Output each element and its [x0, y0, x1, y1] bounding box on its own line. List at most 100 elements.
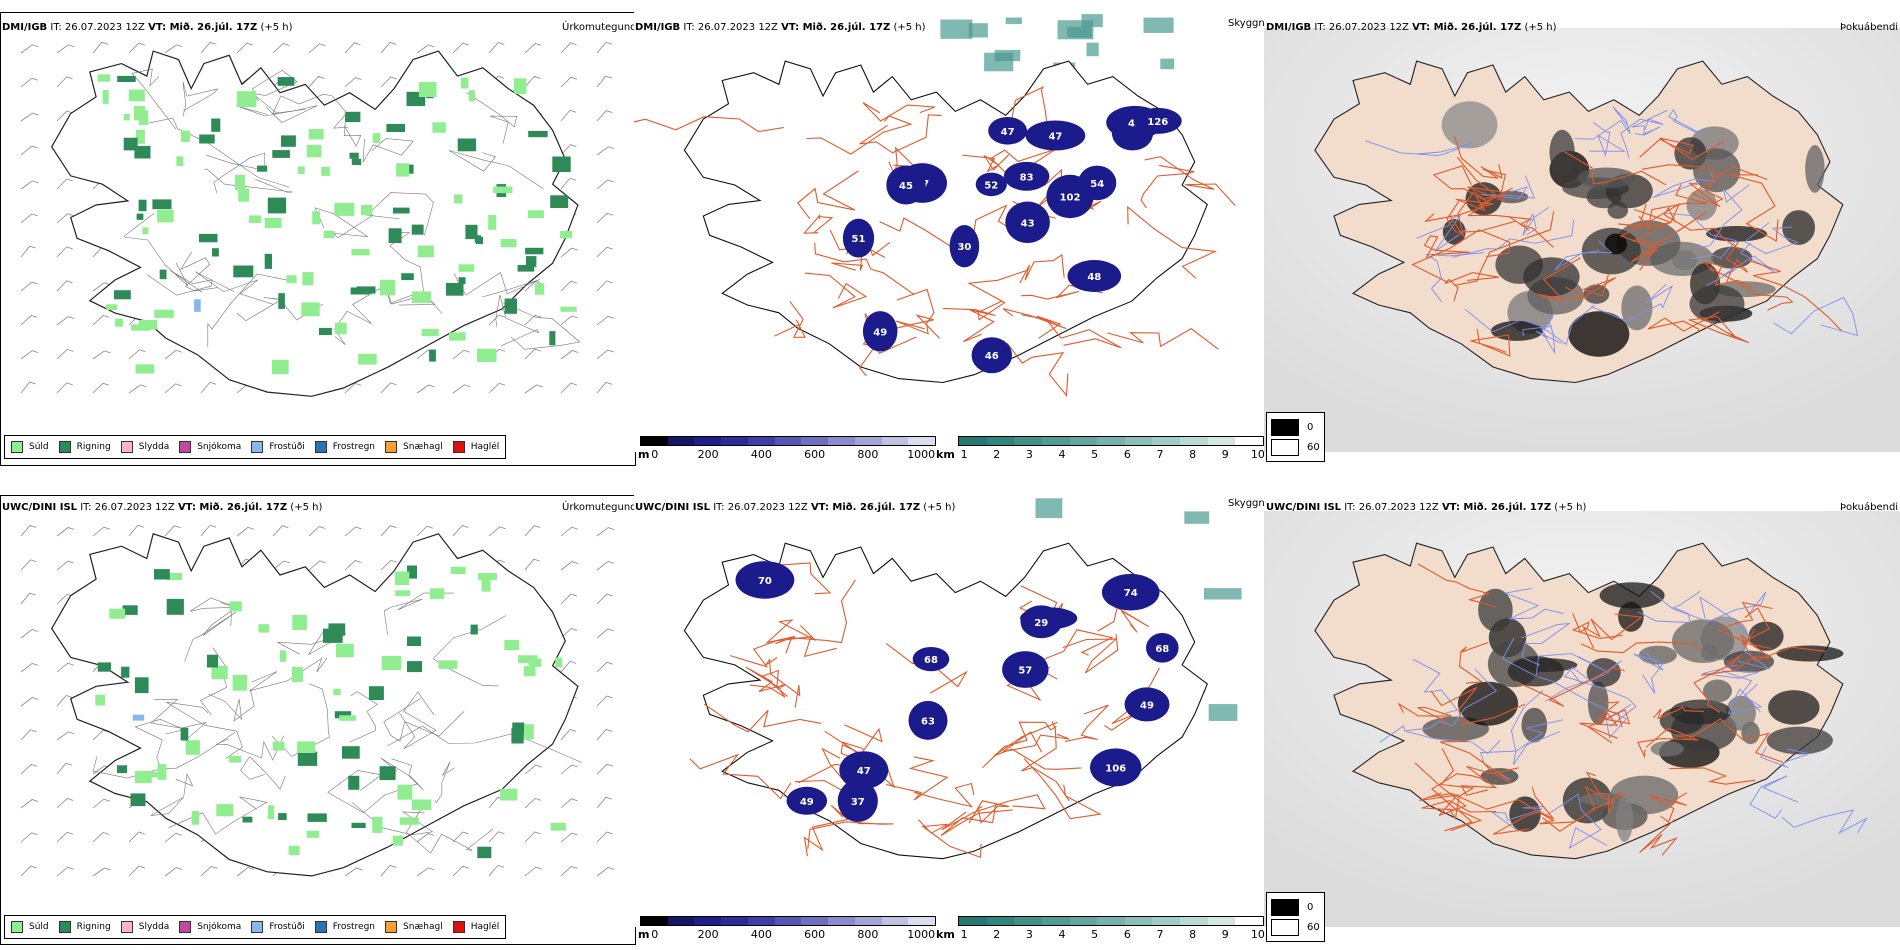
colorbar-cell [641, 917, 668, 925]
precip-cell [500, 788, 518, 801]
terrain-contour [184, 608, 237, 662]
wind-barb [488, 382, 506, 394]
road [1641, 164, 1724, 204]
wind-barb [308, 43, 326, 54]
road [885, 756, 949, 801]
fog-patch [1568, 311, 1630, 357]
colorbar-cell [1207, 917, 1236, 925]
cloud-base-label: 68 [1155, 644, 1169, 655]
valid-time: VT: Mið. 26.júl. 17Z [1412, 22, 1522, 33]
low-cloud-area [1046, 174, 1094, 219]
precip-cell [176, 156, 184, 167]
precip-cell [136, 213, 144, 220]
precip-cell [560, 306, 577, 312]
road [895, 288, 935, 335]
road [1454, 136, 1503, 179]
precip-cell [308, 129, 324, 140]
wind-barb [128, 42, 146, 54]
low-visibility-area [1005, 17, 1022, 25]
wind-barb [344, 560, 362, 571]
low-visibility-area [1081, 14, 1103, 28]
road [1444, 272, 1499, 302]
colorbar-cell [959, 917, 987, 925]
precip-cell [312, 211, 320, 225]
colorbar-tick-label: 9 [1221, 928, 1229, 941]
road [814, 242, 915, 296]
legend-swatch [58, 921, 71, 933]
wind-barb [56, 178, 73, 190]
wind-barb [128, 384, 147, 394]
legend-item: Frostúði [251, 921, 305, 933]
road [1741, 607, 1827, 662]
colorbar-tick-label: 4 [1058, 928, 1066, 941]
terrain-contour [495, 295, 540, 347]
wind-barb [452, 831, 469, 843]
wind-barb [56, 662, 75, 673]
road [993, 721, 1082, 770]
road [765, 657, 801, 708]
wind-barb [524, 348, 542, 360]
river [1416, 215, 1468, 252]
river [1772, 296, 1859, 337]
legend-swatch [452, 441, 465, 453]
river [1589, 121, 1627, 157]
fog-patch [1805, 145, 1825, 193]
fog-patch [1686, 189, 1717, 221]
precip-cell [306, 144, 322, 158]
precip-cell [236, 91, 257, 107]
wind-barb [344, 526, 362, 537]
low-cloud-area [1067, 260, 1122, 292]
colorbar-tick-label: 7 [1156, 928, 1164, 941]
cloud-base-label: 63 [921, 716, 935, 727]
fog-patch [1671, 250, 1698, 271]
legend-label: Snjókoma [197, 922, 242, 932]
road [797, 170, 859, 220]
fog-patch [1725, 695, 1756, 731]
cloud-base-label: 48 [1087, 272, 1101, 283]
precip-cell [272, 741, 285, 751]
fog-patch [1670, 699, 1732, 725]
wind-barb [596, 75, 612, 88]
cloud-base-label: 49 [873, 327, 887, 338]
road [1397, 702, 1452, 723]
wind-barb [524, 764, 542, 775]
colorbar-tick-label: 1 [960, 448, 968, 461]
wind-barb [56, 280, 73, 292]
road [1693, 654, 1742, 713]
visibility-panel-row-1: 488354494657474842126434752453051102 [634, 12, 1264, 452]
precip-cell [386, 123, 405, 132]
precip-cell [307, 813, 327, 822]
precip-cell [411, 799, 432, 811]
wind-barb [380, 41, 397, 54]
wind-barb [524, 314, 542, 326]
road [1019, 253, 1065, 284]
precip-panel-row-2 [0, 495, 636, 945]
precip-cell [454, 194, 463, 204]
colorbar-cell [1069, 917, 1098, 925]
precip-cell [392, 835, 403, 846]
colorbar-tick-label: 200 [697, 928, 719, 941]
terrain-contour [208, 689, 255, 722]
legend-item: Súld [11, 921, 49, 933]
river [1554, 240, 1613, 271]
model-name: DMI/IGB [2, 22, 48, 33]
colorbar-tick-label: 1 [960, 928, 968, 941]
precip-cell [401, 273, 414, 281]
wind-barb [56, 762, 73, 775]
colorbar-tick-label: 800 [857, 448, 879, 461]
wind-barb [164, 832, 183, 843]
wind-barb [488, 526, 506, 537]
colorbar-tick-label: 1000 [907, 928, 936, 941]
river [1590, 283, 1674, 322]
terrain-contour [236, 297, 323, 322]
wind-barb [308, 76, 325, 88]
cloud-base-label: 51 [852, 234, 866, 245]
river [1749, 775, 1799, 819]
terrain-contour [249, 657, 328, 692]
visibility-colorbar-row-2: km 1 2 3 4 5 6 7 8 9 10 [936, 916, 1265, 941]
road [982, 721, 1057, 768]
colorbar-cell [1014, 437, 1042, 445]
precip-cell [181, 130, 190, 142]
fog-patch [1616, 796, 1633, 842]
wind-barb [20, 112, 39, 122]
